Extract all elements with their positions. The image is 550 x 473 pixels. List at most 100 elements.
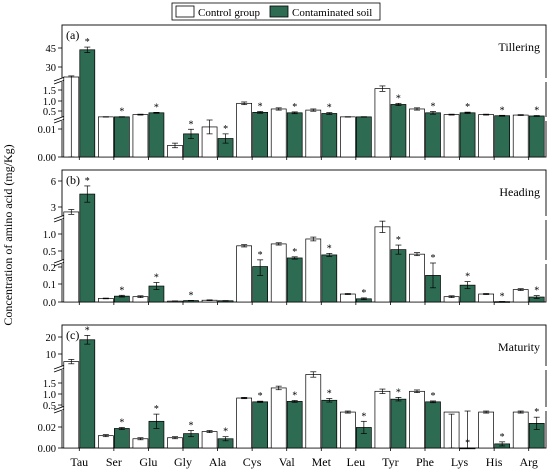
bar-control	[201, 431, 218, 449]
bar-control	[340, 293, 356, 303]
y-tick-label: 0.1	[43, 280, 56, 291]
x-category-label: Val	[279, 455, 296, 469]
y-tick-label: 0.00	[38, 153, 56, 164]
bar-control	[409, 390, 425, 449]
significance-marker: *	[465, 102, 470, 113]
significance-marker: *	[154, 102, 159, 113]
legend-label-contaminated: Contaminated soil	[292, 7, 372, 19]
bar-control	[270, 387, 287, 449]
y-tick-label: 0.02	[38, 423, 56, 434]
bar-control	[98, 435, 114, 449]
y-tick-label: 0.01	[38, 125, 56, 136]
y-tick-label: 0.5	[43, 107, 56, 118]
bar-control	[409, 108, 425, 158]
y-tick-label: 3	[51, 203, 56, 214]
y-tick-label: 1.0	[43, 230, 56, 241]
bar-control	[98, 116, 114, 158]
significance-marker: *	[258, 101, 263, 112]
bar-contaminated	[252, 112, 268, 158]
x-category-label: Met	[312, 455, 332, 469]
significance-marker: *	[327, 103, 332, 114]
axis-break-mark	[53, 364, 66, 370]
bar-control	[374, 226, 391, 303]
significance-marker: *	[154, 273, 159, 284]
axis-break-gap	[56, 78, 548, 82]
bar-control	[305, 109, 322, 158]
panel-frame	[61, 24, 547, 158]
bar-control	[512, 114, 529, 158]
bar-contaminated	[114, 116, 130, 158]
axis-break-mark	[53, 261, 66, 267]
y-tick-label: 0.00	[38, 444, 56, 455]
axis-break-mark	[53, 214, 66, 220]
panel-2: (b) Heading 0.0 0.1 0.2 0.5 1.0 3 6 * * * * * * * * * * * * *	[43, 169, 548, 309]
bar-control	[305, 374, 322, 449]
panel-title: Heading	[499, 185, 540, 199]
significance-marker: *	[534, 106, 539, 117]
x-category-label: His	[486, 455, 503, 469]
significance-marker: *	[431, 253, 436, 264]
bar-control	[512, 289, 529, 303]
x-category-label: Arg	[519, 455, 537, 469]
x-category-label: Phe	[416, 455, 434, 469]
bar-contaminated	[356, 116, 372, 158]
y-tick-label: 0.0	[43, 298, 56, 309]
significance-marker: *	[500, 291, 505, 302]
significance-marker: *	[85, 176, 90, 187]
panel-1: (a) Tillering 0.00 0.01 0.51.01.5 30 45 * * * * * * *…	[38, 24, 548, 164]
significance-marker: *	[292, 390, 297, 401]
bar-control	[340, 411, 356, 449]
panel-label: (a)	[66, 28, 79, 42]
y-tick-label: 45	[46, 44, 57, 55]
bar-contaminated	[286, 112, 303, 158]
bar-contaminated	[79, 49, 96, 158]
axis-break-mark	[53, 367, 66, 373]
significance-marker: *	[223, 124, 228, 135]
significance-marker: *	[465, 272, 470, 283]
axis-break-mark	[53, 258, 66, 264]
significance-marker: *	[119, 285, 124, 296]
bar-control	[478, 293, 494, 303]
significance-marker: *	[500, 105, 505, 116]
axis-break-mark	[53, 79, 66, 85]
bar-control	[270, 108, 287, 158]
bar-contaminated	[390, 398, 407, 449]
y-tick-label: 6	[51, 177, 56, 188]
bar-contaminated	[321, 113, 338, 158]
axis-break-mark	[53, 408, 66, 414]
bar-control	[478, 411, 494, 449]
significance-marker: *	[465, 438, 470, 449]
bar-contaminated	[390, 104, 407, 158]
bar-contaminated	[286, 401, 303, 449]
bar-contaminated	[321, 399, 338, 449]
y-tick-label: 30	[46, 63, 57, 74]
bar-control	[236, 397, 252, 449]
bar-control	[63, 361, 80, 449]
bar-contaminated	[286, 257, 303, 303]
significance-marker: *	[189, 119, 194, 130]
bar-control	[132, 114, 149, 158]
panel-title: Tillering	[498, 40, 540, 54]
bar-contaminated	[459, 112, 476, 158]
x-category-label: Tau	[70, 455, 88, 469]
axis-break-mark	[53, 405, 66, 411]
bar-contaminated	[528, 115, 545, 158]
panel-title: Maturity	[498, 340, 540, 354]
x-category-label: Lys	[451, 455, 469, 469]
significance-marker: *	[396, 235, 401, 246]
legend-swatch-control	[175, 5, 195, 18]
y-tick-label: 1.5	[43, 86, 56, 97]
x-category-labels: Tau Ser Glu Gly Ala Cys Val Met Leu Tyr Phe Lys His A…	[70, 455, 538, 469]
x-category-label: Ser	[106, 455, 122, 469]
axis-break-mark	[53, 118, 66, 124]
significance-marker: *	[327, 243, 332, 254]
y-axis-label: Concentration of amino acid (mg/Kg)	[1, 144, 15, 325]
x-category-label: Leu	[347, 455, 366, 469]
y-tick-label: 10	[46, 350, 57, 361]
bar-contaminated	[425, 112, 441, 158]
bar-control	[236, 102, 252, 158]
x-category-label: Tyr	[382, 455, 399, 469]
significance-marker: *	[534, 407, 539, 418]
bar-control	[63, 211, 80, 303]
